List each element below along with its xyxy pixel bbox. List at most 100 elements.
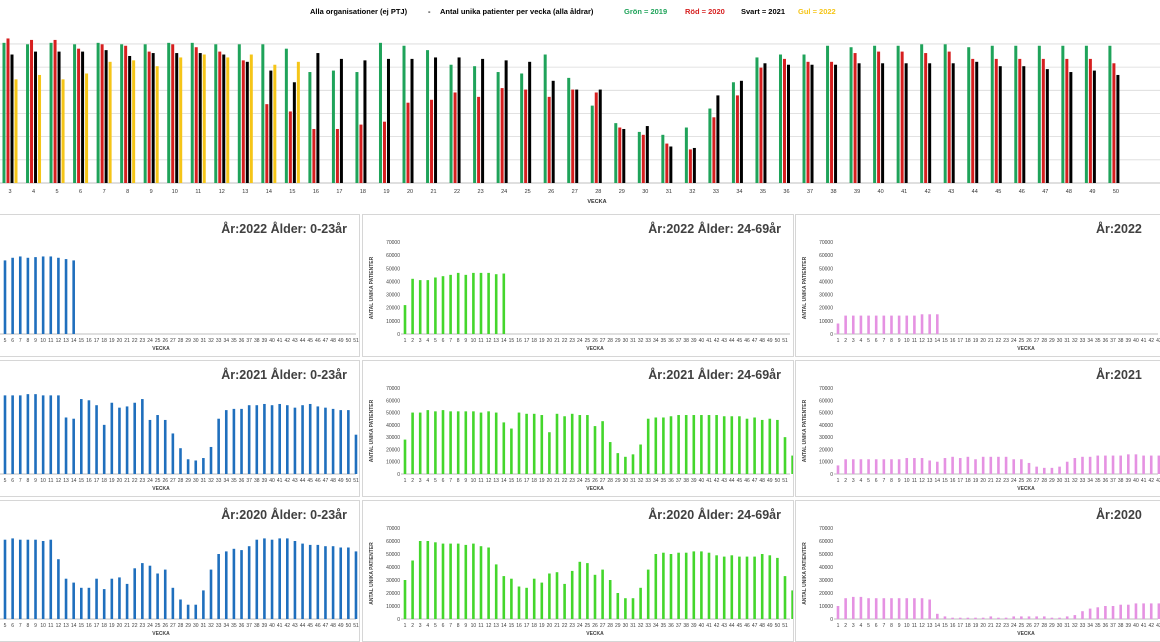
bar-week-39 [692,415,696,474]
x-tick-label: 18 [531,623,537,629]
chart-2020-70plus: År:2020 0 10000 20000 30000 40000 50000 60000 70… [802,507,1160,637]
top-bar-2022-week-12 [226,57,230,183]
top-bar-2021-week-32 [692,147,696,183]
bar-week-37 [1111,606,1115,619]
top-bar-2020-week-37 [806,61,810,183]
top-bar-2019-week-26 [543,54,547,183]
x-tick-label: 24 [577,623,583,629]
x-tick-label: 17 [524,623,530,629]
x-tick-label: 8 [890,623,893,629]
bar-week-42 [1149,455,1153,474]
top-bar-2019-week-5 [49,42,53,184]
top-bar-2019-week-27 [567,77,571,183]
top-bar-2022-week-8 [132,60,136,183]
bar-week-10 [41,395,45,474]
bar-week-48 [760,554,764,619]
top-bar-2020-week-18 [359,124,363,183]
x-tick-label: 30 [1057,478,1063,484]
bar-week-48 [760,419,764,474]
bar-week-10 [472,272,475,334]
x-tick-label: 27 [600,623,606,629]
top-x-tick-label: 3 [8,189,11,195]
x-tick-label: 34 [223,478,229,484]
x-tick-label: 39 [1126,623,1132,629]
bar-week-23 [1004,456,1008,474]
top-bar-2021-week-39 [857,63,861,183]
bar-week-37 [247,405,251,474]
bar-week-22 [563,583,566,619]
bar-week-21 [555,572,559,619]
top-x-tick-label: 6 [79,189,82,195]
top-x-tick-label: 38 [830,189,836,195]
x-tick-label: 50 [775,623,781,629]
bar-week-14 [502,273,506,334]
x-tick-label: 30 [1057,623,1063,629]
x-tick-label: 30 [1057,338,1063,344]
x-tick-label: 18 [531,338,537,344]
y-tick-label: 0 [830,332,833,338]
top-title-separator: - [428,7,431,16]
x-tick-label: 47 [752,478,758,484]
x-tick-label: 41 [706,478,712,484]
top-x-tick-label: 46 [1019,189,1025,195]
bar-week-39 [263,538,266,619]
x-tick-label: 46 [315,478,321,484]
bar-week-13 [494,412,498,474]
x-tick-label: 50 [346,478,352,484]
x-tick-label: 40 [1133,623,1139,629]
x-tick-label: 15 [509,623,515,629]
bar-week-13 [64,417,68,474]
bar-week-4 [426,280,430,334]
top-bar-2021-week-4 [34,51,38,183]
x-tick-label: 15 [509,478,515,484]
bar-week-13 [928,460,931,474]
bar-week-11 [913,458,916,474]
bar-week-12 [57,559,60,619]
top-bar-2019-week-21 [426,50,430,183]
x-tick-label: 12 [486,478,492,484]
bar-week-33 [217,554,220,619]
x-tick-label: 37 [1110,478,1116,484]
x-tick-label: 36 [1103,623,1109,629]
chart-2022-24-69: År:2022 Ålder: 24-69år 0 10000 20000 30000 40… [369,221,790,352]
bar-week-49 [339,547,343,619]
panel-2020-0-23: År:2020 Ålder: 0-23år 5 6 7 8 9 10 11 12 13 14 15 16… [0,500,360,642]
top-bar-2020-week-31 [665,143,669,183]
top-bar-2019-week-25 [520,73,524,183]
top-bar-2021-week-36 [786,64,790,183]
x-tick-label: 10 [471,623,477,629]
x-tick-label: 32 [1072,478,1078,484]
x-tick-label: 2 [844,338,847,344]
x-tick-label: 16 [86,338,92,344]
top-bar-2021-week-6 [81,51,85,183]
x-tick-label: 5 [867,338,870,344]
top-bar-2019-week-20 [402,45,406,184]
x-tick-label: 7 [449,478,452,484]
bar-week-34 [654,554,658,619]
y-tick-label: 30000 [819,293,833,299]
top-bar-2020-week-44 [971,58,975,183]
top-x-tick-label: 4 [32,189,35,195]
x-tick-label: 5 [4,338,7,344]
x-tick-label: 32 [208,478,214,484]
bar-week-30 [194,604,198,619]
bar-week-16 [517,586,521,619]
top-x-tick-label: 36 [783,189,789,195]
x-tick-label: 7 [882,478,885,484]
x-tick-label: 32 [1072,338,1078,344]
top-bar-2021-week-13 [245,61,249,183]
x-tick-label: 42 [714,623,720,629]
bar-week-2 [844,459,847,474]
top-bar-2019-week-48 [1061,45,1065,184]
bar-week-44 [301,405,304,474]
x-tick-label: 1 [837,478,840,484]
bar-week-40 [700,551,703,619]
bar-week-14 [936,461,939,474]
x-tick-label: 26 [1026,478,1032,484]
x-tick-label: 7 [882,623,885,629]
bar-week-43 [722,556,726,619]
x-tick-label: 43 [292,338,298,344]
x-tick-label: 27 [600,338,606,344]
bar-week-8 [26,257,30,334]
x-tick-label: 47 [323,478,329,484]
